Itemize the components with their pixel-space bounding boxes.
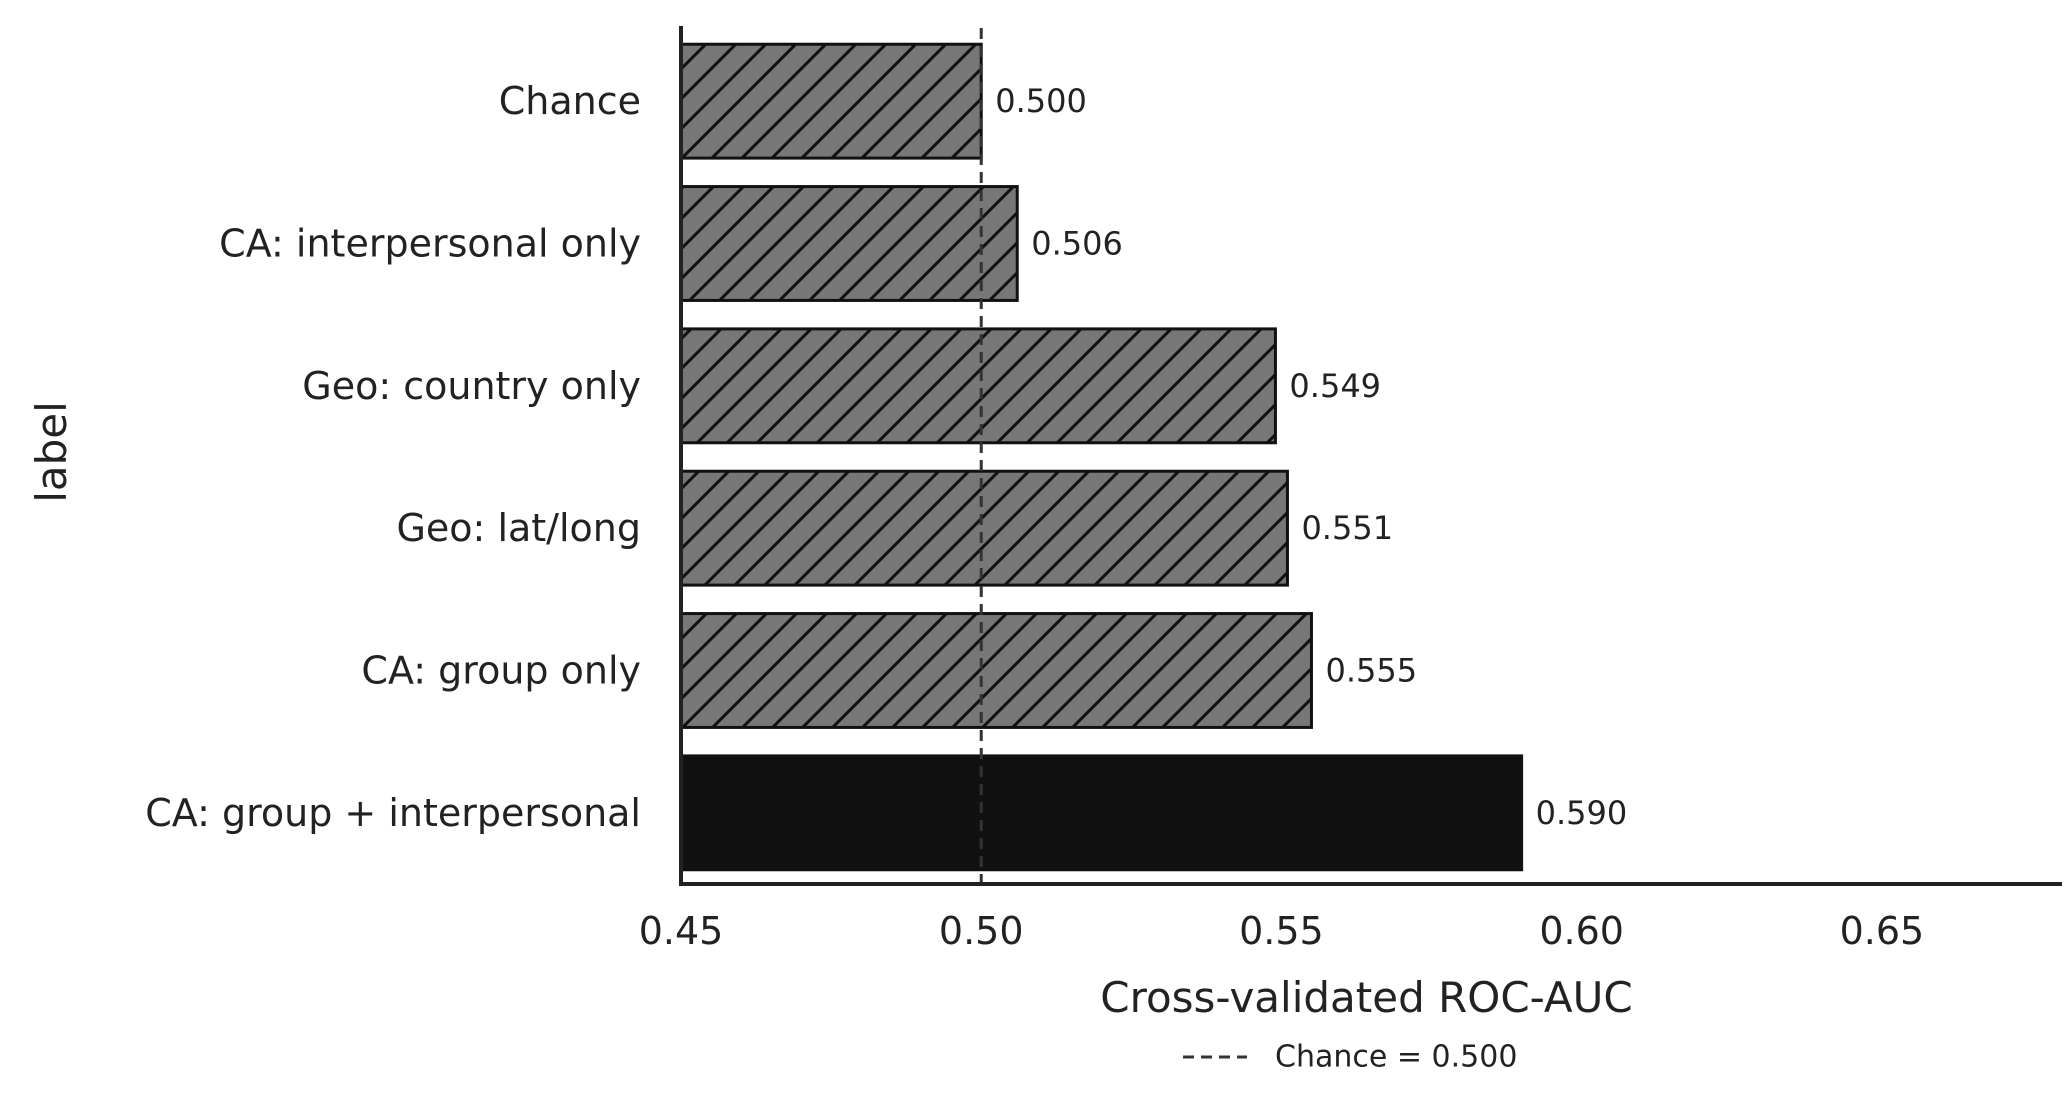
bar-1 [679,185,1019,302]
labels-layer: Chance 0.500 CA: interpersonal only 0.506 Ge… [145,79,1627,835]
category-label-2: Geo: country only [302,364,641,408]
x-axis-title: Cross-validated ROC-AUC [1100,973,1632,1022]
bar-4 [679,612,1313,729]
category-label-0: Chance [499,79,641,123]
data-label-2: 0.549 [1289,367,1381,405]
category-label-5: CA: group + interpersonal [145,791,641,835]
bar-5 [679,754,1524,872]
legend: Chance = 0.500 [1183,1040,1517,1075]
bar-3 [679,469,1289,587]
data-label-4: 0.555 [1325,652,1417,690]
data-label-3: 0.551 [1301,509,1393,547]
axes-layer: 0.45 0.50 0.55 0.60 0.65 Cross-validated ROC-… [27,26,2062,1022]
y-axis-title: label [27,401,76,503]
x-tick-label-0: 0.45 [639,909,724,953]
legend-entry-chance: Chance = 0.500 [1275,1040,1517,1075]
bars-layer [679,42,1524,872]
x-tick-label-1: 0.50 [939,909,1024,953]
data-label-5: 0.590 [1536,794,1628,832]
data-label-0: 0.500 [995,82,1087,120]
x-tick-label-2: 0.55 [1239,909,1324,953]
category-label-3: Geo: lat/long [396,506,641,550]
data-label-1: 0.506 [1031,225,1123,263]
category-label-1: CA: interpersonal only [219,222,641,266]
bar-0 [679,42,983,160]
bar-2 [679,327,1277,445]
x-tick-label-4: 0.65 [1840,909,1925,953]
category-label-4: CA: group only [361,649,641,693]
x-tick-label-3: 0.60 [1539,909,1624,953]
